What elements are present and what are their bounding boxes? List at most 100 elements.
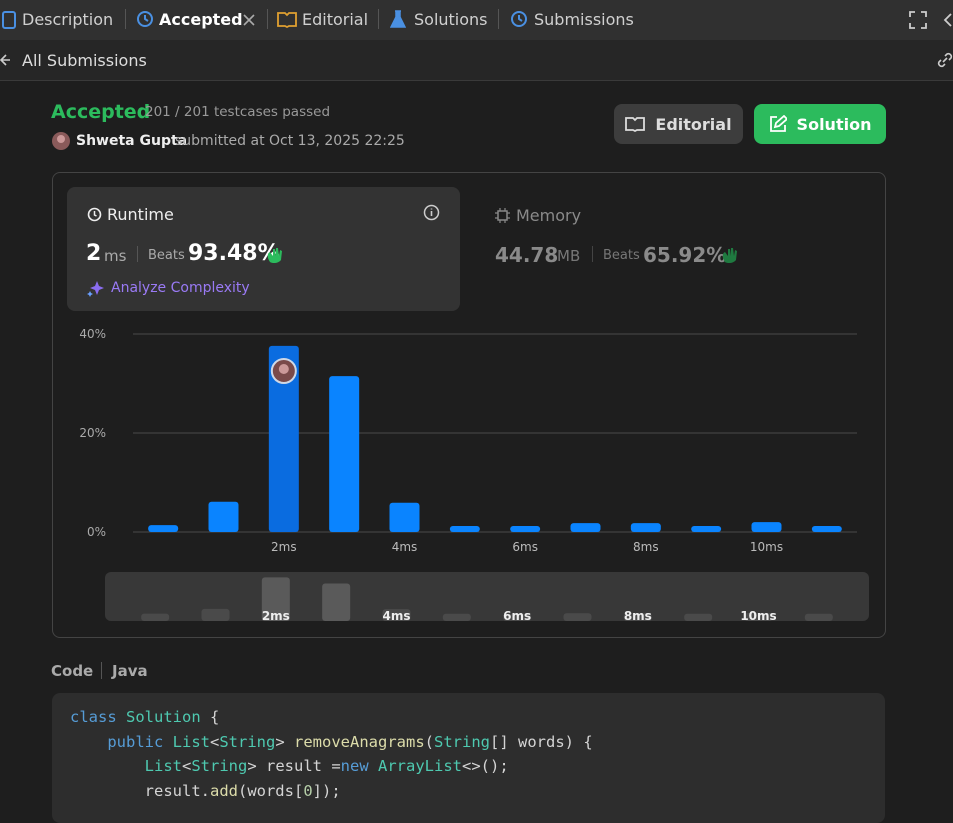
minimap-bar bbox=[503, 613, 532, 621]
clock-icon bbox=[87, 207, 102, 222]
info-icon[interactable] bbox=[423, 204, 440, 221]
minimap-label: 10ms bbox=[740, 609, 776, 623]
beats-label: Beats bbox=[148, 248, 185, 263]
code-token bbox=[369, 757, 378, 775]
bar bbox=[691, 526, 722, 532]
memory-value: 44.78 bbox=[495, 243, 559, 267]
minimap-bar bbox=[201, 608, 230, 621]
code-token: List bbox=[172, 732, 210, 751]
tab[interactable]: Description bbox=[22, 10, 114, 29]
user-name[interactable]: Shweta Gupta bbox=[76, 133, 188, 149]
x-tick-label: 8ms bbox=[633, 540, 659, 554]
code-token bbox=[70, 757, 145, 775]
minimap-bar bbox=[563, 613, 592, 621]
share-link[interactable] bbox=[937, 52, 953, 68]
code-box bbox=[52, 693, 885, 823]
back-link[interactable]: All Submissions bbox=[22, 51, 147, 70]
user-avatar-face bbox=[278, 364, 289, 374]
submitted-at: submitted at Oct 13, 2025 22:25 bbox=[175, 133, 405, 149]
user-avatar bbox=[52, 132, 70, 150]
analyze-link[interactable]: Analyze Complexity bbox=[111, 280, 250, 296]
runtime-box[interactable] bbox=[67, 187, 460, 311]
bar bbox=[811, 526, 842, 532]
code-token: Solution bbox=[126, 708, 201, 726]
code-token: ArrayList bbox=[378, 757, 462, 775]
code-token: List bbox=[144, 757, 182, 775]
submissions-icon bbox=[511, 11, 527, 27]
code-token: < bbox=[181, 757, 192, 775]
tab-active[interactable]: Accepted bbox=[159, 10, 243, 29]
x-tick-label: 6ms bbox=[512, 540, 538, 554]
fullscreen-button[interactable] bbox=[909, 11, 927, 29]
divider bbox=[592, 246, 593, 262]
editorial-button[interactable]: Editorial bbox=[614, 104, 743, 144]
bar bbox=[329, 376, 360, 532]
clap-icon bbox=[722, 248, 737, 264]
code-token: > result = bbox=[247, 757, 341, 775]
minimap-bar bbox=[744, 613, 773, 621]
editorial-icon bbox=[277, 12, 297, 28]
x-tick-label: 2ms bbox=[271, 540, 297, 554]
book-icon bbox=[625, 117, 646, 132]
tab[interactable]: Submissions bbox=[534, 10, 634, 29]
language: Java bbox=[112, 662, 148, 680]
minimap-label: 4ms bbox=[383, 609, 411, 623]
clap-icon bbox=[267, 248, 282, 264]
memory-label[interactable]: Memory bbox=[516, 206, 582, 225]
code-token: { bbox=[200, 708, 220, 726]
collapse-button[interactable] bbox=[943, 12, 953, 28]
y-tick-label: 40% bbox=[79, 327, 106, 341]
tab[interactable]: Solutions bbox=[414, 10, 488, 29]
bar bbox=[751, 522, 782, 532]
solution-button[interactable]: Solution bbox=[754, 104, 886, 144]
chip-icon bbox=[495, 208, 510, 223]
tab[interactable]: Editorial bbox=[302, 10, 369, 29]
code-label: Code bbox=[51, 662, 94, 680]
close-tab[interactable] bbox=[242, 13, 256, 27]
tab-separator bbox=[378, 9, 379, 29]
back-arrow[interactable] bbox=[0, 53, 12, 67]
divider bbox=[137, 246, 138, 262]
minimap-label: 8ms bbox=[624, 609, 652, 623]
minimap[interactable] bbox=[105, 572, 869, 621]
code-token: <>(); bbox=[462, 757, 509, 775]
code-line: public List<String> removeAnagrams(Strin… bbox=[70, 732, 593, 751]
minimap-bar bbox=[442, 613, 471, 621]
accepted-icon bbox=[137, 11, 153, 27]
bar bbox=[510, 526, 541, 532]
status: Accepted bbox=[51, 101, 151, 123]
runtime-value: 2 bbox=[86, 241, 102, 266]
memory-beats: 65.92% bbox=[643, 243, 727, 267]
code-line: List<String> result =new ArrayList<>(); bbox=[70, 757, 509, 775]
minimap-label: 6ms bbox=[503, 609, 531, 623]
description-icon bbox=[2, 11, 16, 29]
code-token: [] words) { bbox=[490, 732, 593, 751]
y-tick-label: 0% bbox=[87, 525, 106, 539]
x-tick-label: 10ms bbox=[750, 540, 783, 554]
bar bbox=[208, 501, 239, 532]
bar bbox=[630, 523, 661, 532]
minimap-bar bbox=[322, 583, 351, 621]
nav-row: All Submissions bbox=[0, 40, 953, 81]
button-label: Editorial bbox=[655, 114, 732, 134]
edit-icon bbox=[769, 115, 787, 132]
code-token: > bbox=[275, 732, 295, 751]
testcases: 201 / 201 testcases passed bbox=[145, 104, 331, 120]
code-token bbox=[70, 733, 107, 751]
bar bbox=[148, 525, 179, 532]
y-tick-label: 20% bbox=[79, 426, 106, 440]
bar bbox=[268, 345, 299, 532]
minimap-bar bbox=[261, 577, 290, 621]
code-token: String bbox=[191, 757, 248, 775]
minimap-bar bbox=[804, 613, 833, 621]
tab-separator bbox=[267, 9, 268, 29]
code-token: String bbox=[219, 732, 276, 751]
bar bbox=[389, 502, 420, 532]
code-line: result.add(words[0]); bbox=[70, 782, 341, 800]
code-token: (words[ bbox=[237, 781, 304, 800]
code-token: ( bbox=[424, 732, 435, 751]
button-label: Solution bbox=[796, 114, 872, 134]
x-tick-label: 4ms bbox=[392, 540, 418, 554]
